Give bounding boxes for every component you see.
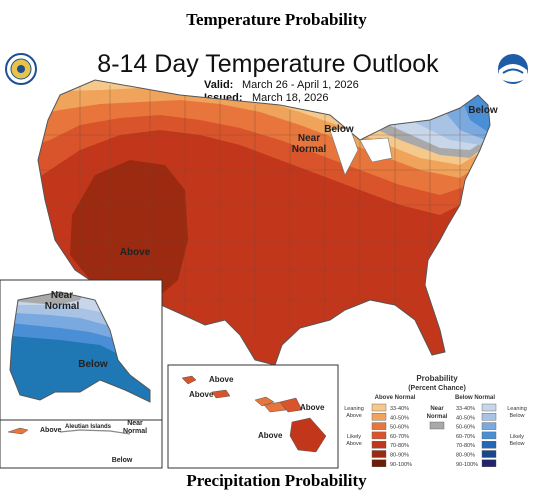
valid-label: Valid: — [204, 79, 233, 91]
legend-below-range: 40-50% — [456, 415, 475, 421]
legend-above-range: 40-50% — [390, 415, 409, 421]
legend-above-swatch — [371, 413, 387, 421]
legend-below-swatch — [481, 450, 497, 458]
legend-above-range: 33-40% — [390, 406, 409, 412]
legend-below-range: 80-90% — [456, 453, 475, 459]
legend-below-swatch — [481, 403, 497, 412]
conus-near-normal-label: Near Normal — [292, 133, 327, 155]
hawaii-above-label-4: Above — [258, 431, 283, 440]
legend-above-swatch — [371, 422, 387, 430]
hawaii-inset: Above Above Above Above — [167, 364, 339, 469]
legend-above-swatch — [371, 441, 387, 449]
great-lakes — [329, 127, 359, 176]
legend-near-header: Near Normal — [427, 406, 448, 420]
conus-above-label: Above — [120, 247, 151, 258]
hawaii-above-label-1: Above — [209, 375, 234, 384]
legend-below-range: 70-80% — [456, 443, 475, 449]
aleutian-inset: Above Aleutian Islands Near Normal Below — [0, 419, 163, 469]
aleutian-islands-label: Aleutian Islands — [65, 424, 112, 430]
legend-above-range: 80-90% — [390, 453, 409, 459]
conus-below-label: Below — [324, 124, 354, 135]
legend-above-range: 50-60% — [390, 425, 409, 431]
legend-above-swatch — [371, 431, 387, 440]
legend-above-range: 70-80% — [390, 443, 409, 449]
alaska-inset: Near Normal Below — [0, 279, 163, 421]
legend-below-range: 60-70% — [456, 434, 475, 440]
legend-above-swatch — [371, 450, 387, 458]
new-england-below-label: Below — [468, 105, 498, 116]
legend-above-range: 90-100% — [390, 462, 412, 468]
legend-below-swatch — [481, 422, 497, 430]
legend-below-range: 33-40% — [456, 406, 475, 412]
legend-subtitle: (Percent Chance) — [408, 385, 466, 392]
legend-likely-below: Likely Below — [510, 434, 525, 447]
legend-below-range: 90-100% — [456, 462, 478, 468]
hawaii-above-label-3: Above — [300, 403, 325, 412]
legend-near-swatch — [429, 421, 445, 430]
noaa-logo-icon — [498, 54, 528, 84]
legend-below-range: 50-60% — [456, 425, 475, 431]
doc-seal-icon — [5, 53, 37, 85]
legend-likely-above: Likely Above — [346, 434, 362, 447]
aleutian-above-label: Above — [40, 427, 62, 434]
precipitation-probability-heading: Precipitation Probability — [186, 471, 367, 490]
legend-leaning-above: Leaning Above — [344, 406, 364, 419]
legend-below-swatch — [481, 441, 497, 449]
alaska-near-normal-label: Near Normal — [45, 290, 80, 312]
issued-value: March 18, 2026 — [252, 92, 328, 104]
legend-above-range: 60-70% — [390, 434, 409, 440]
great-lakes-east — [359, 137, 393, 163]
probability-legend: Probability (Percent Chance) Above Norma… — [344, 374, 527, 468]
legend-below-swatch — [481, 459, 497, 467]
valid-value: March 26 - April 1, 2026 — [242, 79, 359, 91]
legend-above-swatch — [371, 459, 387, 467]
alaska-below-label: Below — [78, 359, 108, 370]
aleutian-below-label: Below — [112, 457, 133, 464]
legend-below-swatch — [481, 431, 497, 440]
legend-above-header: Above Normal — [375, 395, 416, 401]
legend-leaning-below: Leaning Below — [507, 406, 527, 419]
hawaii-above-label-2: Above — [189, 390, 214, 399]
legend-below-swatch — [481, 413, 497, 421]
aleutian-near-normal-label: Near Normal — [123, 420, 147, 435]
map-title: 8-14 Day Temperature Outlook — [97, 50, 439, 78]
legend-below-header: Below Normal — [455, 395, 495, 401]
legend-above-swatch — [371, 403, 387, 412]
temperature-probability-heading: Temperature Probability — [186, 10, 367, 29]
legend-title: Probability — [416, 374, 458, 383]
